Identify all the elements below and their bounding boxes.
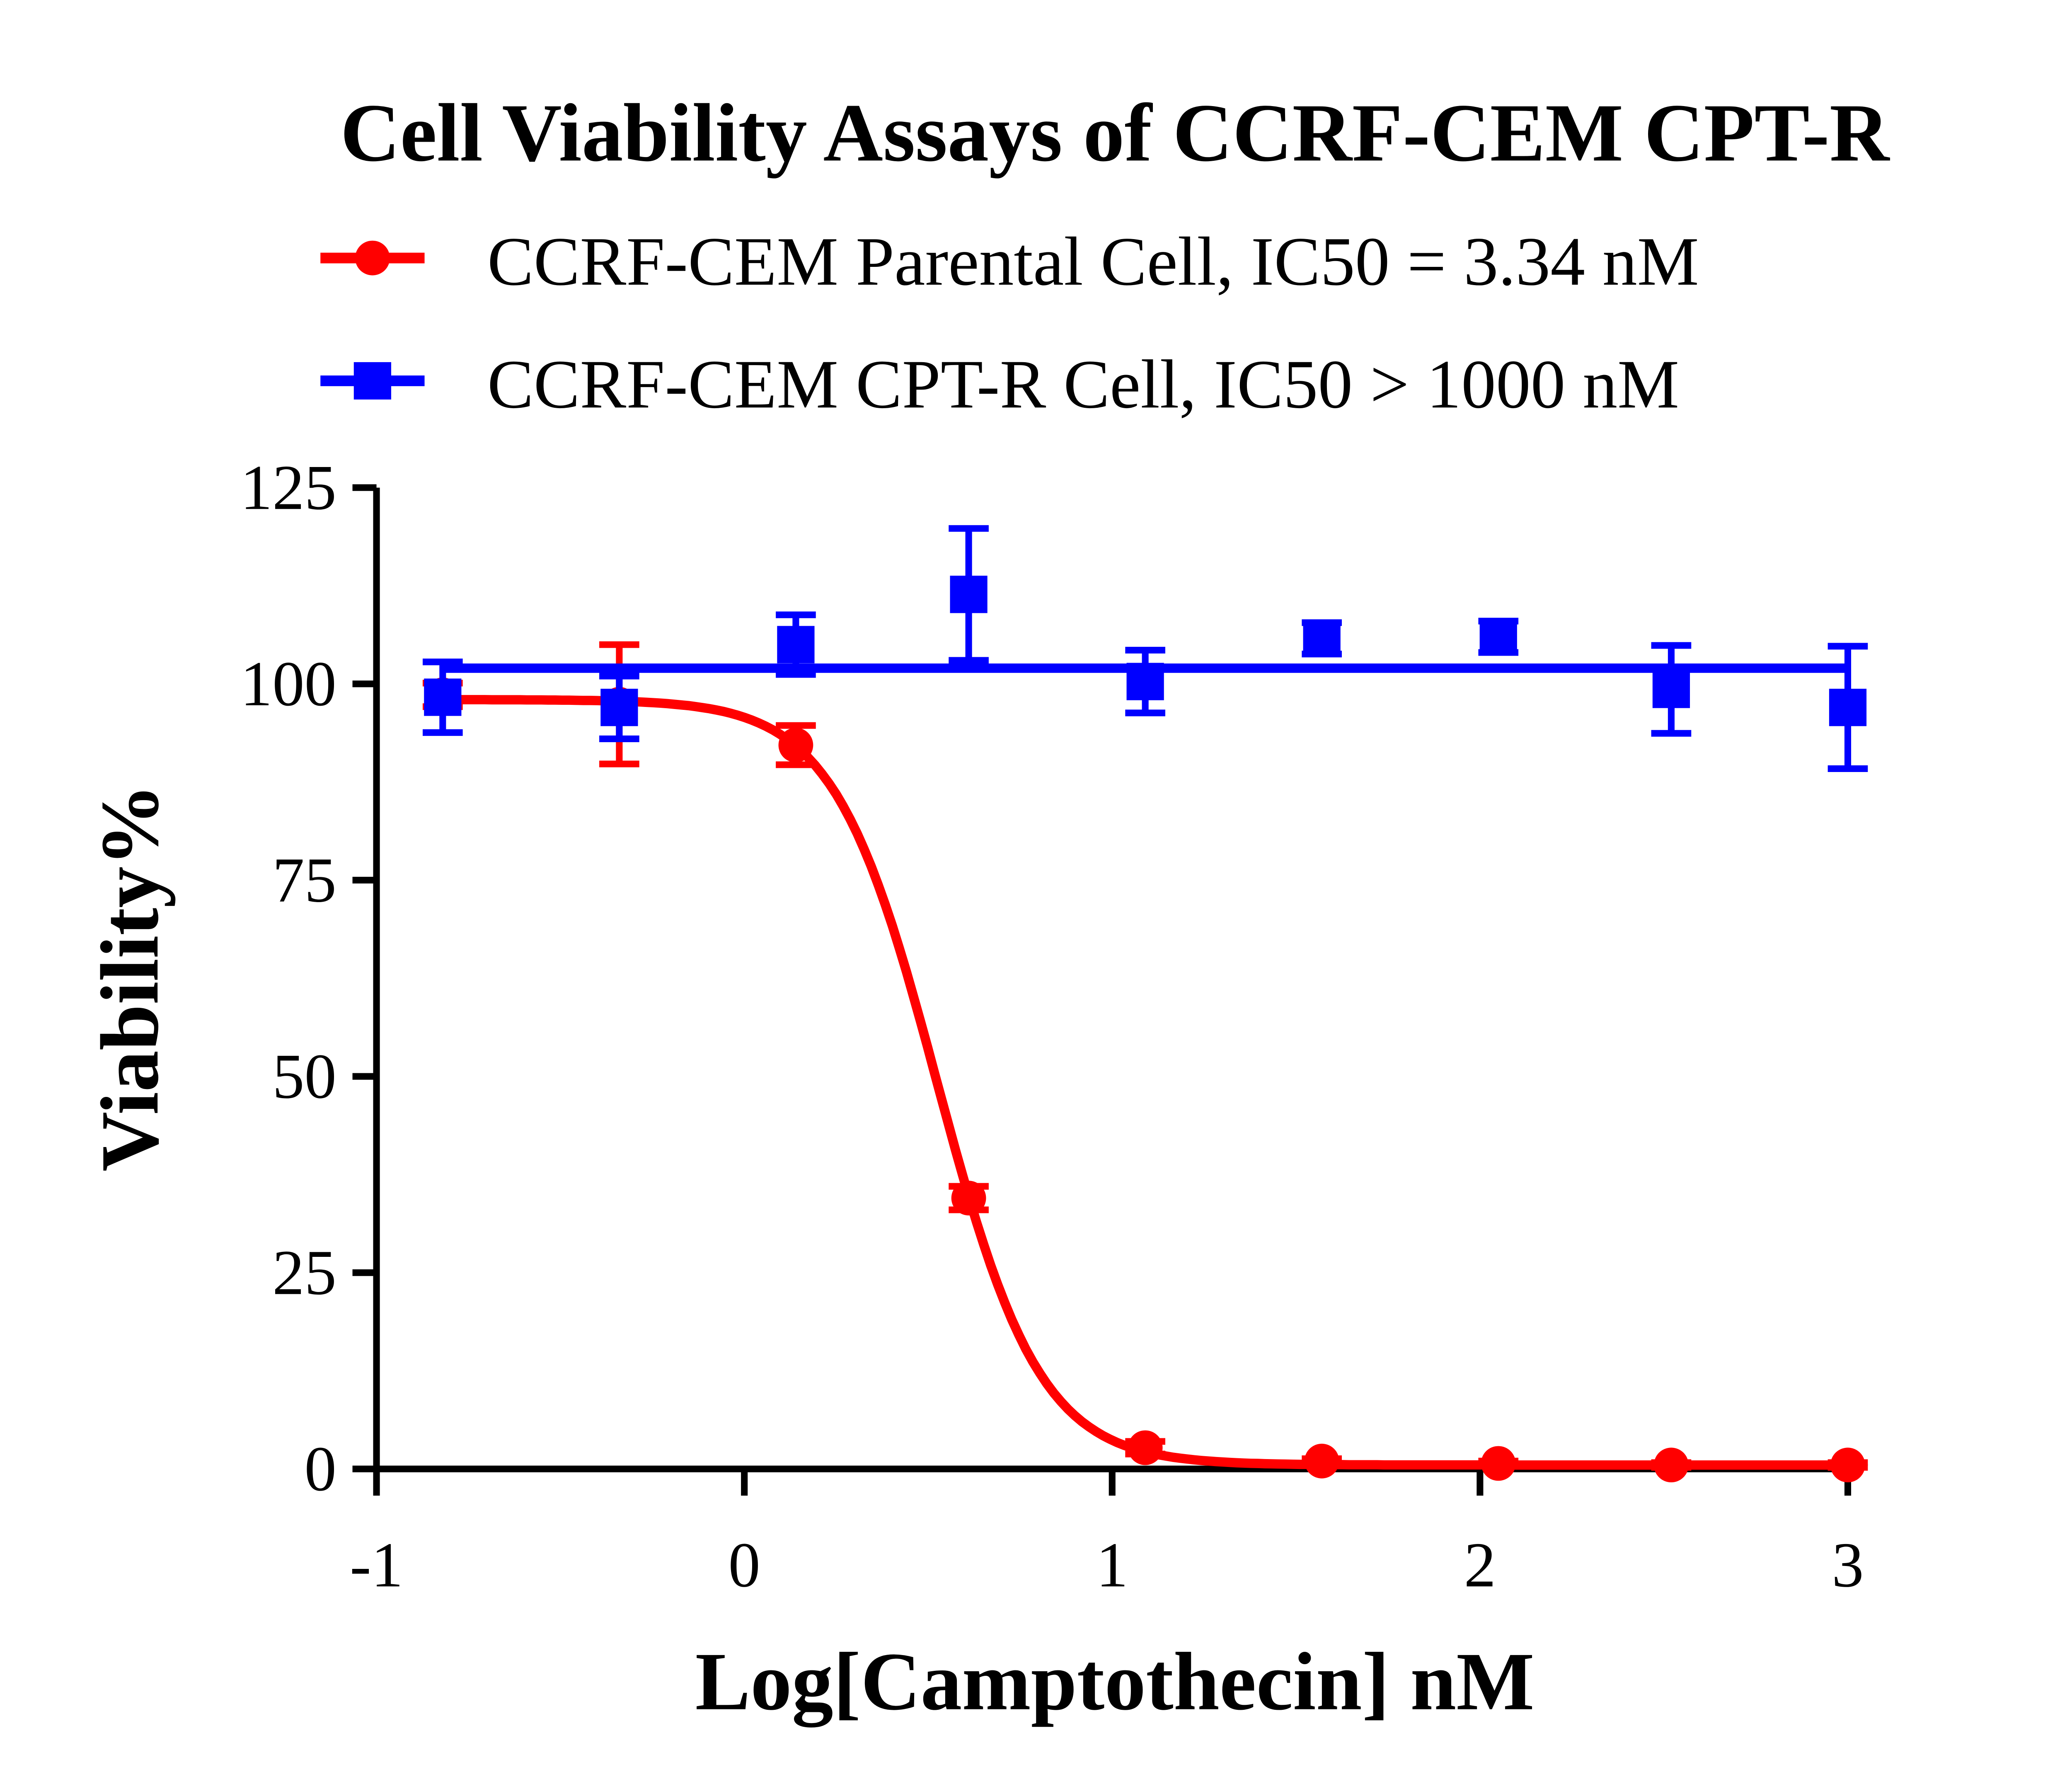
legend: CCRF-CEM Parental Cell, IC50 = 3.34 nM C… bbox=[320, 223, 1699, 423]
chart-title: Cell Viability Assays of CCRF-CEM CPT-R bbox=[340, 87, 1890, 179]
legend-label-parental: CCRF-CEM Parental Cell, IC50 = 3.34 nM bbox=[487, 223, 1699, 300]
data-point bbox=[1126, 663, 1164, 700]
data-point bbox=[1481, 1446, 1516, 1481]
fit-curve-0 bbox=[443, 695, 1848, 1470]
x-tick-label: 1 bbox=[1096, 1530, 1128, 1600]
data-point bbox=[1654, 1447, 1689, 1483]
y-tick-label: 0 bbox=[305, 1433, 336, 1504]
x-tick-label: 3 bbox=[1832, 1530, 1864, 1600]
x-tick-label: 0 bbox=[728, 1530, 760, 1600]
legend-marker-1 bbox=[353, 362, 391, 400]
data-point bbox=[1304, 1443, 1339, 1479]
data-point bbox=[778, 728, 813, 762]
data-point bbox=[600, 689, 638, 726]
data-point bbox=[1128, 1430, 1163, 1465]
y-tick-label: 25 bbox=[272, 1237, 336, 1308]
data-point bbox=[424, 678, 462, 716]
y-tick-label: 100 bbox=[240, 649, 336, 719]
legend-marker-0 bbox=[355, 240, 390, 276]
data-point bbox=[950, 576, 988, 613]
x-axis-label: Log[Camptothecin] nM bbox=[695, 1636, 1535, 1728]
y-tick-label: 125 bbox=[240, 452, 336, 523]
x-tick-label: -1 bbox=[350, 1530, 403, 1600]
y-axis-label: Viability% bbox=[84, 784, 176, 1171]
data-point bbox=[1830, 1447, 1865, 1483]
legend-label-cptr: CCRF-CEM CPT-R Cell, IC50 > 1000 nM bbox=[487, 346, 1679, 423]
data-point bbox=[951, 1181, 986, 1216]
data-point bbox=[1303, 620, 1341, 657]
y-tick-label: 50 bbox=[272, 1041, 336, 1112]
y-tick-label: 75 bbox=[272, 845, 336, 915]
data-point bbox=[1829, 689, 1867, 726]
data-point bbox=[1652, 670, 1690, 708]
data-point bbox=[777, 626, 815, 663]
x-tick-label: 2 bbox=[1464, 1530, 1496, 1600]
data-point bbox=[1479, 618, 1517, 656]
